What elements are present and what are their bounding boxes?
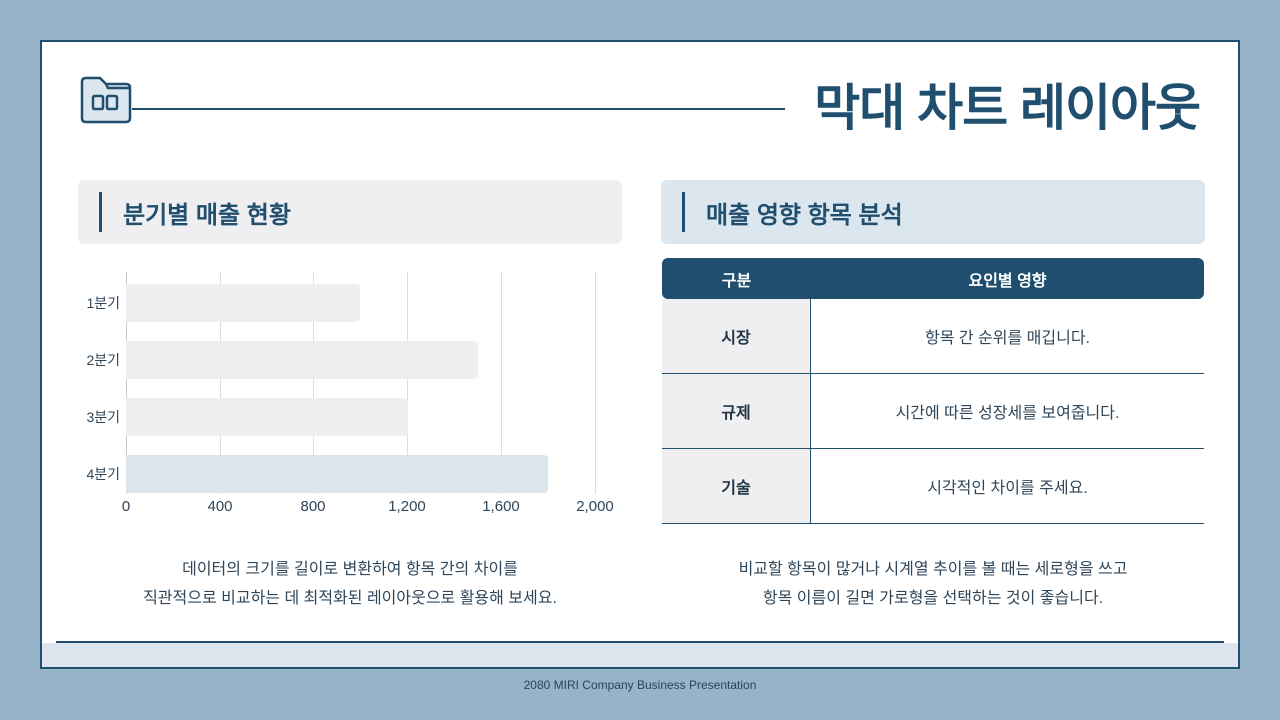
row-value: 시간에 따른 성장세를 보여줍니다. (895, 405, 1120, 422)
category-label: 3분기 (86, 409, 120, 425)
gridline (595, 272, 596, 494)
section-header-impact-analysis: 매출 영향 항목 분석 (661, 180, 1205, 244)
x-tick: 0 (121, 498, 131, 515)
section-title: 매출 영향 항목 분석 (706, 201, 903, 229)
bar-row: 3분기 (72, 398, 632, 436)
slide-card: 막대 차트 레이아웃 분기별 매출 현황 1분기 2분기 3분기 4분기 0 4… (40, 40, 1240, 669)
category-label: 4분기 (86, 466, 120, 482)
gridline (220, 272, 221, 494)
x-tick: 400 (207, 498, 233, 515)
footer-band (42, 643, 1238, 667)
section-title: 분기별 매출 현황 (123, 201, 291, 229)
x-tick: 2,000 (576, 498, 614, 515)
chart-caption: 데이터의 크기를 길이로 변환하여 항목 간의 차이를 직관적으로 비교하는 데… (70, 555, 630, 613)
impact-table: 구분 요인별 영향 시장 항목 간 순위를 매깁니다. 규제 시간에 따른 성장… (662, 258, 1204, 524)
bar-row: 4분기 (72, 455, 632, 493)
bar-row: 1분기 (72, 284, 632, 322)
column-header-category: 구분 (721, 272, 752, 290)
caption-line: 데이터의 크기를 길이로 변환하여 항목 간의 차이를 (182, 561, 518, 578)
x-tick: 1,200 (388, 498, 426, 515)
row-value: 시각적인 차이를 주세요. (927, 480, 1088, 497)
axis-line (126, 272, 127, 494)
bar-q4[interactable] (126, 455, 548, 493)
caption-line: 항목 이름이 길면 가로형을 선택하는 것이 좋습니다. (762, 590, 1104, 607)
gridline (407, 272, 408, 494)
accent-bar (682, 192, 685, 232)
x-tick: 1,600 (482, 498, 520, 515)
bar-q1[interactable] (126, 284, 360, 322)
table-row: 규제 시간에 따른 성장세를 보여줍니다. (662, 374, 1204, 449)
footer-rule (56, 641, 1224, 643)
row-label: 기술 (662, 449, 811, 523)
folder-icon (80, 76, 132, 124)
category-label: 2분기 (86, 352, 120, 368)
table-row: 시장 항목 간 순위를 매깁니다. (662, 299, 1204, 374)
section-header-quarterly-sales: 분기별 매출 현황 (78, 180, 622, 244)
caption-line: 직관적으로 비교하는 데 최적화된 레이아웃으로 활용해 보세요. (143, 590, 557, 607)
bar-chart: 1분기 2분기 3분기 4분기 0 400 800 1,200 1,600 2,… (72, 272, 632, 528)
caption-line: 비교할 항목이 많거나 시계열 추이를 볼 때는 세로형을 쓰고 (738, 561, 1128, 578)
header-rule (132, 108, 785, 110)
gridline (501, 272, 502, 494)
table-caption: 비교할 항목이 많거나 시계열 추이를 볼 때는 세로형을 쓰고 항목 이름이 … (653, 555, 1213, 613)
bar-row: 2분기 (72, 341, 632, 379)
bar-q3[interactable] (126, 398, 408, 436)
row-label: 시장 (662, 299, 811, 373)
footer-text: 2080 MIRI Company Business Presentation (523, 678, 757, 692)
column-header-impact: 요인별 영향 (968, 272, 1047, 290)
table-row: 기술 시각적인 차이를 주세요. (662, 449, 1204, 524)
x-tick: 800 (300, 498, 326, 515)
row-value: 항목 간 순위를 매깁니다. (925, 330, 1090, 347)
gridline (313, 272, 314, 494)
row-label: 규제 (662, 374, 811, 448)
category-label: 1분기 (86, 295, 120, 311)
bar-q2[interactable] (126, 341, 478, 379)
page-title: 막대 차트 레이아웃 (814, 80, 1201, 136)
accent-bar (99, 192, 102, 232)
table-header: 구분 요인별 영향 (662, 258, 1204, 299)
